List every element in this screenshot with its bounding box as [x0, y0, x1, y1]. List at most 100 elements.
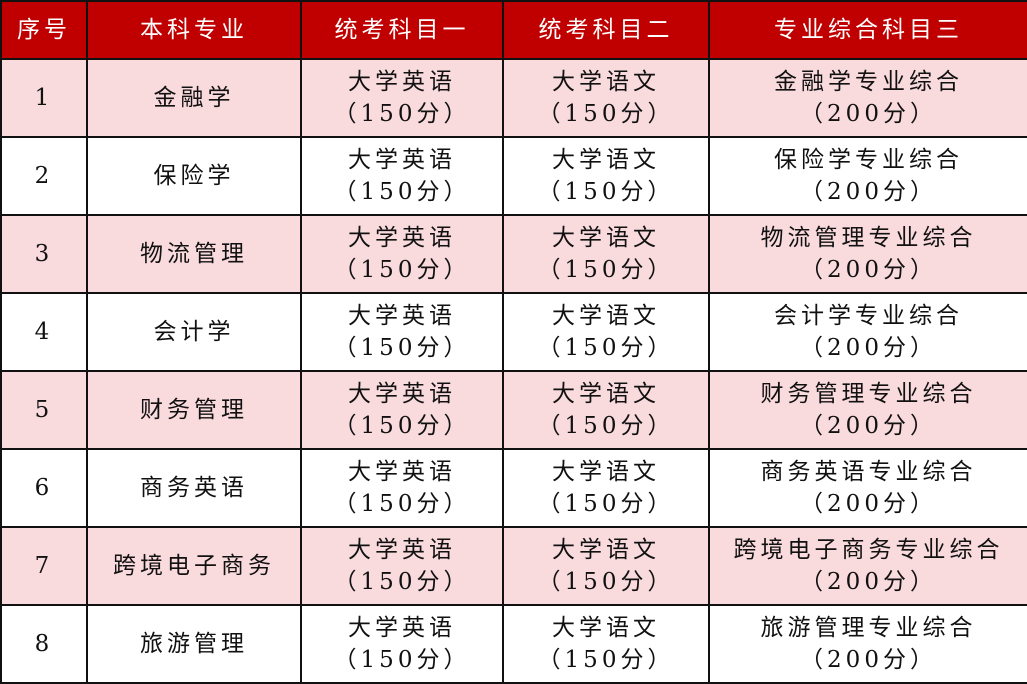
row-major: 财务管理 [86, 370, 302, 450]
subject-name: 旅游管理专业综合 [760, 615, 977, 641]
subject-name: 跨境电子商务专业综合 [733, 537, 1004, 563]
subject-score: （200分） [800, 491, 937, 517]
subject-name: 大学英语 [348, 459, 456, 485]
table-row: 5 财务管理 大学英语 （150分） 大学语文 （150分） 财务管理专业综合 （200分） [0, 370, 1027, 450]
header-subject-2: 统考科目二 [502, 0, 710, 60]
header-no: 序号 [0, 0, 88, 60]
row-subject-1: 大学英语 （150分） [300, 526, 504, 606]
row-subject-3: 会计学专业综合 （200分） [708, 292, 1027, 372]
subject-name: 金融学专业综合 [774, 69, 963, 95]
row-major: 金融学 [86, 58, 302, 138]
subject-score: （200分） [800, 257, 937, 283]
subject-name: 商务英语专业综合 [760, 459, 977, 485]
subject-score: （150分） [537, 647, 675, 673]
subject-score: （200分） [800, 179, 937, 205]
table-row: 6 商务英语 大学英语 （150分） 大学语文 （150分） 商务英语专业综合 （200分） [0, 448, 1027, 528]
header-major: 本科专业 [86, 0, 302, 60]
subject-name: 大学英语 [348, 147, 456, 173]
subject-score: （200分） [800, 413, 937, 439]
row-no: 8 [0, 604, 88, 684]
subject-score: （200分） [800, 647, 937, 673]
row-subject-1: 大学英语 （150分） [300, 58, 504, 138]
row-no: 3 [0, 214, 88, 294]
subject-score: （150分） [333, 257, 471, 283]
table-row: 3 物流管理 大学英语 （150分） 大学语文 （150分） 物流管理专业综合 （200分） [0, 214, 1027, 294]
subject-name: 大学语文 [552, 615, 660, 641]
header-subject-1: 统考科目一 [300, 0, 504, 60]
subject-score: （150分） [333, 335, 471, 361]
subject-score: （150分） [333, 569, 471, 595]
row-subject-3: 金融学专业综合 （200分） [708, 58, 1027, 138]
row-major: 商务英语 [86, 448, 302, 528]
row-major: 物流管理 [86, 214, 302, 294]
row-subject-3: 保险学专业综合 （200分） [708, 136, 1027, 216]
table-row: 1 金融学 大学英语 （150分） 大学语文 （150分） 金融学专业综合 （200分） [0, 58, 1027, 138]
row-subject-3: 财务管理专业综合 （200分） [708, 370, 1027, 450]
table-row: 2 保险学 大学英语 （150分） 大学语文 （150分） 保险学专业综合 （200分） [0, 136, 1027, 216]
row-subject-3: 商务英语专业综合 （200分） [708, 448, 1027, 528]
subject-name: 大学语文 [552, 381, 660, 407]
subject-name: 会计学专业综合 [774, 303, 963, 329]
row-subject-3: 旅游管理专业综合 （200分） [708, 604, 1027, 684]
row-major: 跨境电子商务 [86, 526, 302, 606]
subject-score: （150分） [537, 491, 675, 517]
subject-score: （150分） [333, 491, 471, 517]
row-subject-2: 大学语文 （150分） [502, 58, 710, 138]
subject-name: 保险学专业综合 [774, 147, 963, 173]
row-subject-1: 大学英语 （150分） [300, 214, 504, 294]
subject-score: （200分） [800, 569, 937, 595]
row-major: 保险学 [86, 136, 302, 216]
subject-score: （150分） [537, 569, 675, 595]
subject-name: 大学语文 [552, 459, 660, 485]
row-no: 4 [0, 292, 88, 372]
row-subject-1: 大学英语 （150分） [300, 448, 504, 528]
subject-score: （150分） [333, 647, 471, 673]
subject-score: （150分） [333, 413, 471, 439]
subject-name: 大学英语 [348, 381, 456, 407]
header-row: 序号 本科专业 统考科目一 统考科目二 专业综合科目三 [0, 0, 1027, 60]
table-row: 7 跨境电子商务 大学英语 （150分） 大学语文 （150分） 跨境电子商务专业综合 （20… [0, 526, 1027, 606]
row-subject-3: 跨境电子商务专业综合 （200分） [708, 526, 1027, 606]
subject-score: （150分） [333, 179, 471, 205]
subject-name: 大学语文 [552, 303, 660, 329]
subject-score: （150分） [333, 101, 471, 127]
subject-name: 大学英语 [348, 615, 456, 641]
subject-name: 大学语文 [552, 225, 660, 251]
subject-score: （150分） [537, 257, 675, 283]
row-subject-1: 大学英语 （150分） [300, 292, 504, 372]
row-subject-1: 大学英语 （150分） [300, 604, 504, 684]
subject-score: （200分） [800, 335, 937, 361]
subject-name: 财务管理专业综合 [760, 381, 977, 407]
row-subject-2: 大学语文 （150分） [502, 526, 710, 606]
table-row: 4 会计学 大学英语 （150分） 大学语文 （150分） 会计学专业综合 （200分） [0, 292, 1027, 372]
row-subject-1: 大学英语 （150分） [300, 370, 504, 450]
row-no: 1 [0, 58, 88, 138]
row-subject-1: 大学英语 （150分） [300, 136, 504, 216]
row-major: 旅游管理 [86, 604, 302, 684]
row-subject-2: 大学语文 （150分） [502, 136, 710, 216]
subject-name: 大学英语 [348, 225, 456, 251]
subject-score: （150分） [537, 101, 675, 127]
row-no: 7 [0, 526, 88, 606]
row-no: 5 [0, 370, 88, 450]
subject-name: 大学英语 [348, 537, 456, 563]
subject-score: （150分） [537, 413, 675, 439]
row-subject-2: 大学语文 （150分） [502, 604, 710, 684]
row-subject-2: 大学语文 （150分） [502, 370, 710, 450]
row-no: 2 [0, 136, 88, 216]
row-subject-2: 大学语文 （150分） [502, 292, 710, 372]
subject-name: 大学英语 [348, 303, 456, 329]
subject-score: （150分） [537, 335, 675, 361]
row-no: 6 [0, 448, 88, 528]
row-subject-2: 大学语文 （150分） [502, 214, 710, 294]
subject-score: （150分） [537, 179, 675, 205]
subject-name: 大学语文 [552, 147, 660, 173]
subject-name: 大学英语 [348, 69, 456, 95]
header-subject-3: 专业综合科目三 [708, 0, 1027, 60]
subject-name: 物流管理专业综合 [760, 225, 977, 251]
row-major: 会计学 [86, 292, 302, 372]
table-row: 8 旅游管理 大学英语 （150分） 大学语文 （150分） 旅游管理专业综合 （200分） [0, 604, 1027, 684]
row-subject-3: 物流管理专业综合 （200分） [708, 214, 1027, 294]
subject-name: 大学语文 [552, 537, 660, 563]
